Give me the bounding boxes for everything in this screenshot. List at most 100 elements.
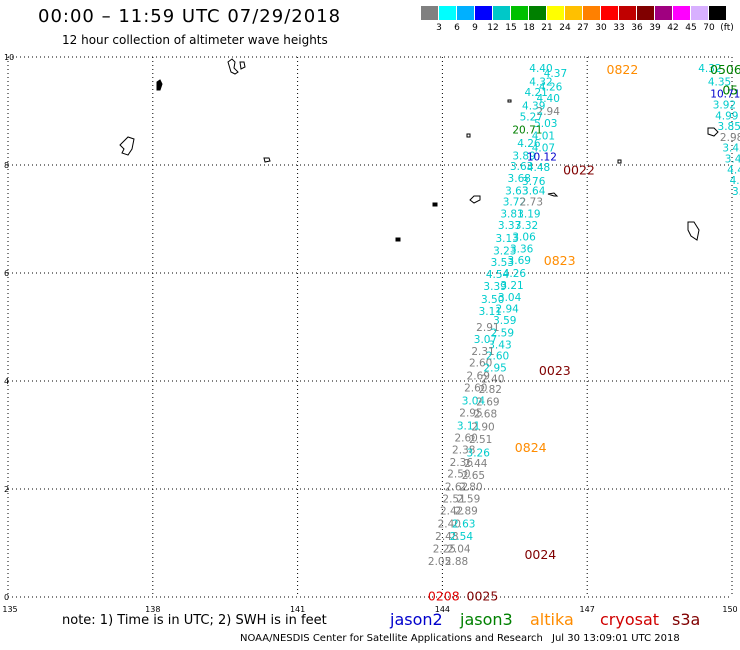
wave-height-value: 2.91	[476, 322, 499, 334]
wave-height-value: 3.19	[517, 209, 540, 221]
x-tick-label: 150	[722, 605, 737, 614]
credit-text: NOAA/NESDIS Center for Satellite Applica…	[240, 633, 543, 644]
satellite-jason3: jason3	[460, 610, 513, 629]
y-tick-label: 0	[4, 593, 9, 602]
wave-height-value: 4.35	[708, 76, 731, 88]
wave-height-value: 2.60	[454, 433, 477, 445]
legend-label: 30	[595, 23, 607, 33]
legend-label: 42	[667, 23, 679, 33]
track-time-label: 0506	[710, 62, 740, 77]
generation-timestamp: Jul 30 13:09:01 UTC 2018	[552, 633, 680, 644]
wave-height-value: 2.51	[442, 494, 465, 506]
legend-label: 33	[613, 23, 625, 33]
legend-label: 21	[541, 23, 553, 33]
wave-height-value: 4.39	[522, 101, 545, 113]
wave-height-value: 2.90	[471, 421, 494, 433]
wave-height-value: 4.48	[730, 175, 740, 187]
wave-height-value: 3.04	[462, 395, 486, 407]
map-title: 00:00 – 11:59 UTC 07/29/2018	[38, 6, 342, 27]
wave-height-value: 2.31	[471, 346, 494, 358]
y-tick-label: 6	[4, 269, 9, 278]
island	[119, 136, 135, 156]
legend-swatch	[457, 6, 474, 20]
wave-height-value: 2.98	[720, 132, 740, 144]
wave-height-value: 3.63	[505, 185, 528, 197]
wave-height-value: 3.21	[500, 280, 523, 292]
wave-height-value: 3.76	[522, 176, 546, 188]
wave-height-value: 3.36	[510, 244, 534, 256]
wave-height-value: 4.21	[524, 87, 547, 99]
wave-height-value: 5.27	[520, 111, 543, 123]
wave-height-value: 2.42	[440, 506, 463, 518]
wave-height-value: 2.89	[454, 506, 477, 518]
wave-height-value: 3.59	[493, 315, 516, 327]
track-time-label: 0024	[524, 547, 556, 562]
legend-label: 24	[559, 23, 571, 33]
legend-label: (ft)	[720, 23, 734, 33]
wave-height-value: 3.72	[503, 197, 526, 209]
legend-swatch	[565, 6, 582, 20]
wave-height-value: 4.01	[532, 130, 555, 142]
y-tick-label: 10	[4, 53, 14, 62]
wave-height-value: 2.94	[495, 304, 519, 316]
wave-height-value: 4.40	[529, 63, 552, 75]
wave-height-value: 4.99	[715, 110, 738, 122]
wave-height-value: 2.51	[469, 434, 492, 446]
legend-swatch	[475, 6, 492, 20]
wave-height-value: 4.49	[727, 164, 740, 176]
island	[395, 237, 401, 242]
wave-height-value: 10.71	[710, 89, 740, 101]
wave-height-value: 3.11	[479, 306, 502, 318]
island	[707, 127, 719, 137]
island	[469, 195, 481, 204]
axis-labels: 135 138 141 144 147 150 10 8 6 4 2 0	[2, 53, 737, 614]
island	[687, 221, 700, 241]
island	[227, 58, 239, 75]
satellite-cryosat: cryosat	[600, 610, 660, 629]
wave-height-value: 2.50	[447, 468, 470, 480]
satellite-jason2: jason2	[390, 610, 443, 629]
wave-height-value: 5.03	[534, 118, 557, 130]
wave-height-value: 2.68	[474, 408, 497, 420]
wave-height-value: 2.59	[491, 327, 514, 339]
wave-height-value: 2.88	[445, 556, 468, 568]
legend-swatch	[421, 6, 438, 20]
wave-height-value: 4.37	[544, 68, 567, 80]
wave-height-value: 4.40	[537, 93, 560, 105]
footnote: note: 1) Time is in UTC; 2) SWH is in fe…	[62, 613, 327, 628]
island	[466, 133, 471, 138]
wave-height-value: 2.63	[452, 519, 475, 531]
wave-height-value: 4.32	[529, 76, 552, 88]
wave-height-value: 3.11	[457, 420, 480, 432]
wave-height-value: 2.25	[433, 543, 456, 555]
wave-height-value: 3.39	[483, 281, 506, 293]
legend-label: 39	[649, 23, 661, 33]
wave-height-value: 2.95	[483, 363, 506, 375]
wave-height-value: 3.07	[474, 334, 497, 346]
wave-height-value: 2.44	[464, 458, 488, 470]
track-time-label: 0824	[515, 440, 547, 455]
wave-height-value: 3.23	[493, 245, 516, 257]
wave-height-value: 2.65	[462, 470, 485, 482]
track-time-label: 0823	[544, 253, 576, 268]
wave-height-value: 4.48	[527, 162, 550, 174]
x-tick-label: 141	[290, 605, 305, 614]
wave-height-value: 2.60	[469, 358, 492, 370]
wave-height-value: 2.38	[452, 445, 475, 457]
wave-height-value: 2.40	[438, 519, 461, 531]
legend-swatch	[619, 6, 636, 20]
legend-label: 36	[631, 23, 643, 33]
wave-height-value: 3.86	[732, 186, 740, 198]
wave-height-value: 3.45	[722, 143, 740, 155]
wave-height-value: 3.81	[500, 209, 523, 221]
wave-height-value: 3.06	[512, 231, 536, 243]
y-tick-label: 2	[4, 485, 9, 494]
legend-swatch	[529, 6, 546, 20]
track-time-label: 05	[722, 82, 738, 97]
island	[432, 202, 438, 207]
island	[239, 61, 246, 70]
wave-height-value: 3.69	[508, 255, 531, 267]
wave-height-value: 3.53	[491, 257, 514, 269]
wave-height-value: 3.37	[498, 220, 521, 232]
legend-label: 27	[577, 23, 589, 33]
